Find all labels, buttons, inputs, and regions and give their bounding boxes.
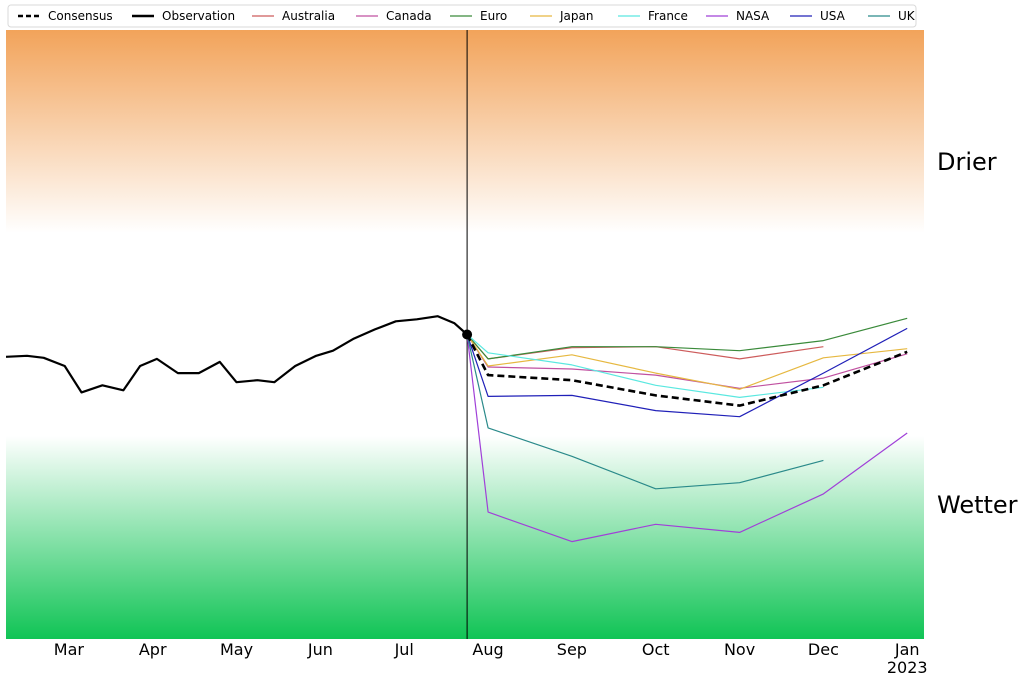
legend-label: UK [898,9,916,23]
zone-label-drier: Drier [937,148,997,176]
legend-item-usa: USA [790,9,846,23]
series-line-euro [466,317,908,360]
chart-legend: Consensus Observation Australia Canada Euro J… [7,4,917,28]
observation-latest-point [462,329,473,340]
zone-wetter-band [6,436,924,639]
series-line-japan [466,334,908,390]
series-lines [6,315,908,543]
series-line-nasa [466,334,908,543]
series-line-observation [6,315,468,394]
legend-label: Canada [386,9,432,23]
series-line-france [466,334,824,398]
legend-item-euro: Euro [450,9,507,23]
series-line-usa [466,327,908,418]
x-tick-label: Aug [472,640,503,659]
x-tick-label: Jul [394,640,414,659]
legend-item-nasa: NASA [706,9,770,23]
legend-item-australia: Australia [252,9,335,23]
zone-label-wetter: Wetter [937,491,1018,519]
legend-label: Japan [559,9,593,23]
x-tick-label: May [220,640,253,659]
legend-item-france: France [618,9,688,23]
legend-label: Australia [282,9,335,23]
x-tick-label: Apr [139,640,167,659]
x-tick-label: Jun [307,640,333,659]
x-tick-label: Mar [54,640,85,659]
legend-label: NASA [736,9,770,23]
series-line-consensus [465,333,908,407]
legend-item-observation: Observation [132,9,235,23]
legend-label: Consensus [48,9,113,23]
legend-label: Euro [480,9,507,23]
x-tick-label: Oct [642,640,670,659]
legend-item-canada: Canada [356,9,432,23]
legend-label: France [648,9,688,23]
zone-bands [6,30,924,639]
x-tick-label: Nov [724,640,755,659]
x-tick-label: Dec [808,640,839,659]
legend-item-consensus: Consensus [18,9,113,23]
zone-drier-band [6,30,924,233]
zone-labels: Drier Wetter [937,148,1018,519]
legend-label: Observation [162,9,235,23]
series-line-canada [466,334,908,389]
legend-item-japan: Japan [530,9,593,23]
series-line-uk [466,334,824,490]
x-tick-label: Jan [894,640,920,659]
legend-item-uk: UK [868,9,916,23]
x-tick-sublabel: 2023 [887,658,928,677]
legend-label: USA [820,9,846,23]
x-tick-label: Sep [557,640,587,659]
